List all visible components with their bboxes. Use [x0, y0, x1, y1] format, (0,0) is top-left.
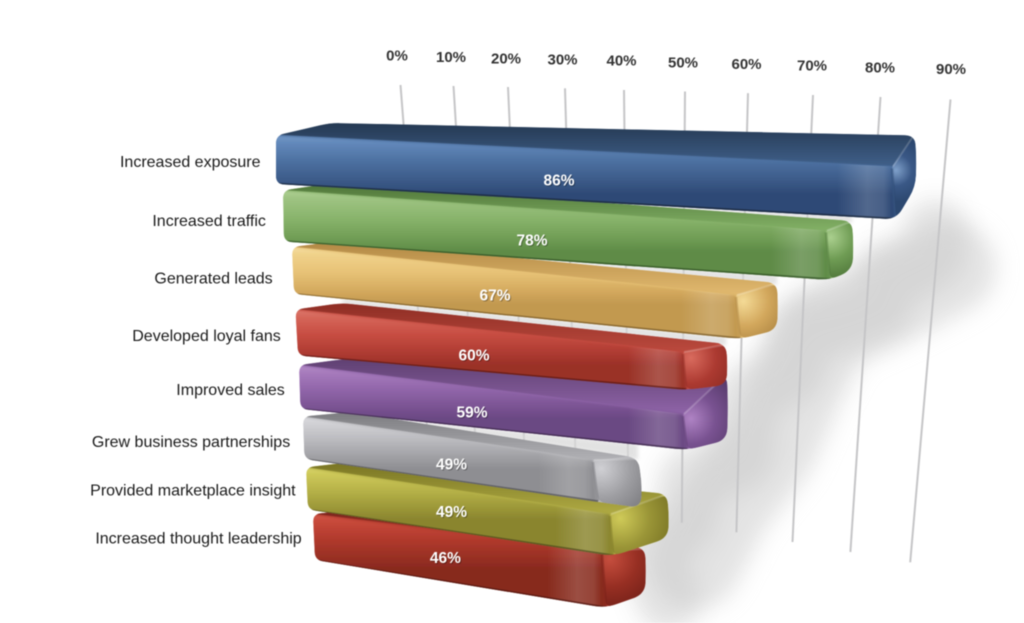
svg-text:46%: 46% [430, 550, 461, 567]
svg-text:30%: 30% [547, 52, 577, 69]
svg-text:86%: 86% [544, 174, 575, 191]
svg-text:59%: 59% [456, 405, 487, 422]
svg-text:Improved sales: Improved sales [176, 382, 285, 399]
svg-text:70%: 70% [797, 57, 827, 74]
svg-text:67%: 67% [480, 289, 511, 306]
svg-text:49%: 49% [437, 505, 468, 522]
svg-text:60%: 60% [731, 56, 761, 73]
svg-text:67%: 67% [479, 288, 510, 305]
svg-text:49%: 49% [437, 458, 468, 475]
svg-text:Generated leads: Generated leads [154, 271, 272, 288]
svg-text:49%: 49% [436, 504, 467, 521]
svg-text:40%: 40% [606, 53, 636, 70]
svg-text:60%: 60% [458, 348, 489, 365]
svg-text:46%: 46% [431, 551, 462, 568]
svg-text:Increased traffic: Increased traffic [152, 213, 266, 230]
svg-text:78%: 78% [516, 233, 547, 250]
svg-text:Developed loyal fans: Developed loyal fans [132, 328, 281, 345]
svg-text:50%: 50% [668, 54, 698, 71]
svg-text:20%: 20% [491, 50, 521, 67]
svg-text:Provided marketplace insight: Provided marketplace insight [90, 483, 296, 500]
svg-text:Grew business partnerships: Grew business partnerships [92, 434, 290, 451]
svg-text:59%: 59% [457, 406, 488, 423]
svg-text:Increased thought leadership: Increased thought leadership [95, 531, 301, 548]
svg-text:86%: 86% [543, 173, 574, 190]
svg-text:Increased exposure: Increased exposure [120, 154, 261, 171]
svg-text:10%: 10% [436, 49, 466, 66]
svg-text:90%: 90% [936, 61, 966, 78]
svg-text:80%: 80% [865, 59, 895, 76]
svg-text:78%: 78% [517, 234, 548, 251]
svg-text:0%: 0% [386, 47, 408, 64]
svg-text:49%: 49% [436, 457, 467, 474]
svg-text:60%: 60% [459, 349, 490, 366]
